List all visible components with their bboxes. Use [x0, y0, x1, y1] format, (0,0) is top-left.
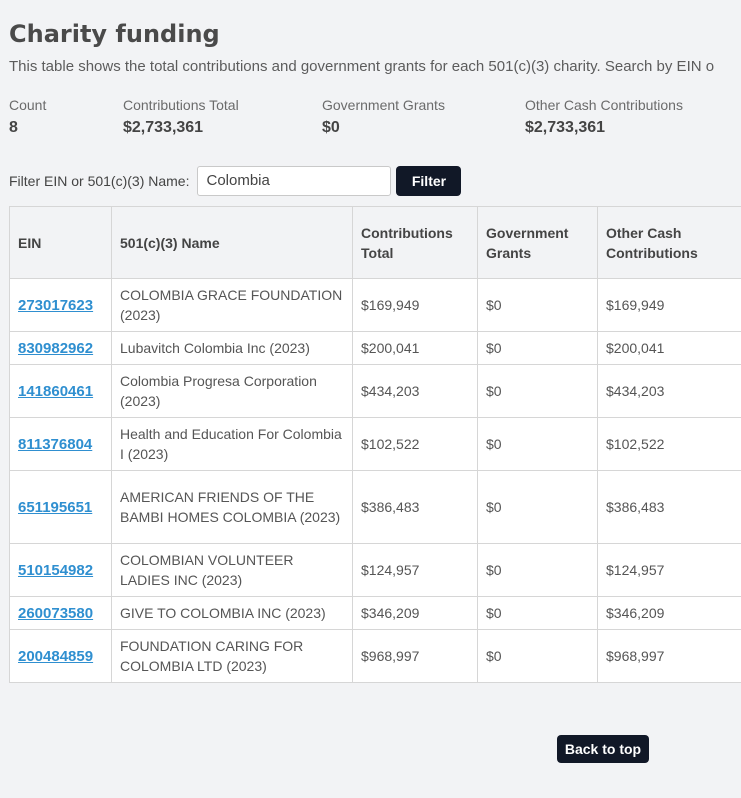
contributions-cell: $346,209	[352, 596, 478, 630]
stat-label: Contributions Total	[123, 97, 239, 113]
table-row: 830982962 Lubavitch Colombia Inc (2023) …	[9, 331, 741, 365]
table-row: 260073580 GIVE TO COLOMBIA INC (2023) $3…	[9, 596, 741, 630]
other-cash-cell: $434,203	[597, 364, 741, 418]
stat-value: $2,733,361	[123, 119, 204, 136]
ein-link[interactable]: 260073580	[18, 604, 94, 622]
column-header-ein[interactable]: EIN	[9, 206, 112, 279]
table-row: 510154982 COLOMBIAN VOLUNTEER LADIES INC…	[9, 543, 741, 597]
column-header-contributions-total[interactable]: Contributions Total	[352, 206, 478, 279]
name-cell: COLOMBIAN VOLUNTEER LADIES INC (2023)	[111, 543, 353, 597]
stat-label: Count	[9, 97, 47, 113]
grants-cell: $0	[477, 417, 598, 471]
other-cash-cell: $968,997	[597, 629, 741, 683]
ein-cell: 811376804	[9, 417, 112, 471]
name-cell: FOUNDATION CARING FOR COLOMBIA LTD (2023…	[111, 629, 353, 683]
ein-cell: 830982962	[9, 331, 112, 365]
contributions-cell: $102,522	[352, 417, 478, 471]
other-cash-cell: $346,209	[597, 596, 741, 630]
name-cell: Lubavitch Colombia Inc (2023)	[111, 331, 353, 365]
name-cell: Colombia Progresa Corporation (2023)	[111, 364, 353, 418]
ein-link[interactable]: 510154982	[18, 561, 94, 579]
grants-cell: $0	[477, 331, 598, 365]
stat-label: Government Grants	[322, 97, 445, 113]
ein-link[interactable]: 141860461	[18, 382, 94, 400]
name-cell: Health and Education For Colombia I (202…	[111, 417, 353, 471]
filter-row: Filter EIN or 501(c)(3) Name: Filter	[9, 165, 462, 196]
grants-cell: $0	[477, 364, 598, 418]
ein-link[interactable]: 200484859	[18, 647, 94, 665]
column-header-name[interactable]: 501(c)(3) Name	[111, 206, 353, 279]
ein-cell: 273017623	[9, 278, 112, 332]
table-row: 651195651 AMERICAN FRIENDS OF THE BAMBI …	[9, 470, 741, 544]
filter-input[interactable]	[197, 165, 392, 196]
ein-link[interactable]: 811376804	[18, 435, 93, 453]
stat-government-grants: Government Grants $0	[322, 96, 445, 138]
other-cash-cell: $124,957	[597, 543, 741, 597]
ein-link[interactable]: 273017623	[18, 296, 94, 314]
table-row: 200484859 FOUNDATION CARING FOR COLOMBIA…	[9, 629, 741, 683]
grants-cell: $0	[477, 596, 598, 630]
ein-cell: 260073580	[9, 596, 112, 630]
page-title: Charity funding	[9, 20, 220, 48]
other-cash-cell: $200,041	[597, 331, 741, 365]
stat-count: Count 8	[9, 96, 46, 138]
grants-cell: $0	[477, 470, 598, 544]
column-header-other-cash[interactable]: Other Cash Contributions	[597, 206, 741, 279]
contributions-cell: $169,949	[352, 278, 478, 332]
grants-cell: $0	[477, 543, 598, 597]
stat-value: $2,733,361	[525, 119, 606, 136]
other-cash-cell: $169,949	[597, 278, 741, 332]
grants-cell: $0	[477, 629, 598, 683]
contributions-cell: $434,203	[352, 364, 478, 418]
ein-link[interactable]: 651195651	[18, 498, 93, 516]
back-to-top-button[interactable]: Back to top	[557, 735, 649, 763]
other-cash-cell: $386,483	[597, 470, 741, 544]
grants-cell: $0	[477, 278, 598, 332]
table-row: 273017623 COLOMBIA GRACE FOUNDATION (202…	[9, 278, 741, 332]
charity-table: EIN 501(c)(3) Name Contributions Total G…	[9, 206, 741, 683]
filter-button[interactable]: Filter	[396, 165, 462, 196]
name-cell: GIVE TO COLOMBIA INC (2023)	[111, 596, 353, 630]
stat-value: $0	[322, 119, 340, 136]
contributions-cell: $968,997	[352, 629, 478, 683]
contributions-cell: $386,483	[352, 470, 478, 544]
name-cell: AMERICAN FRIENDS OF THE BAMBI HOMES COLO…	[111, 470, 353, 544]
ein-cell: 200484859	[9, 629, 112, 683]
filter-label: Filter EIN or 501(c)(3) Name:	[9, 172, 190, 189]
stat-other-cash: Other Cash Contributions $2,733,361	[525, 96, 683, 138]
other-cash-cell: $102,522	[597, 417, 741, 471]
table-header-row: EIN 501(c)(3) Name Contributions Total G…	[9, 206, 741, 279]
ein-link[interactable]: 830982962	[18, 339, 94, 357]
ein-cell: 651195651	[9, 470, 112, 544]
stat-value: 8	[9, 119, 18, 136]
table-row: 141860461 Colombia Progresa Corporation …	[9, 364, 741, 418]
contributions-cell: $200,041	[352, 331, 478, 365]
column-header-government-grants[interactable]: Government Grants	[477, 206, 598, 279]
page-description: This table shows the total contributions…	[9, 58, 715, 75]
table-row: 811376804 Health and Education For Colom…	[9, 417, 741, 471]
name-cell: COLOMBIA GRACE FOUNDATION (2023)	[111, 278, 353, 332]
stat-contributions-total: Contributions Total $2,733,361	[123, 96, 239, 138]
stat-label: Other Cash Contributions	[525, 97, 683, 113]
contributions-cell: $124,957	[352, 543, 478, 597]
ein-cell: 141860461	[9, 364, 112, 418]
ein-cell: 510154982	[9, 543, 112, 597]
